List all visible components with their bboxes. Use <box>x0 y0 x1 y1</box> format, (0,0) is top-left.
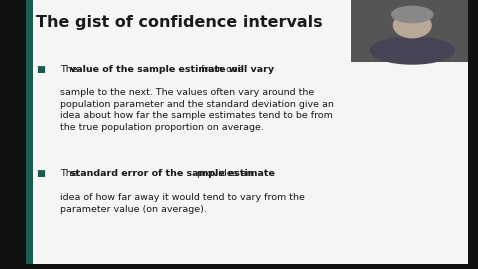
Bar <box>0 264 478 269</box>
Text: value of the sample estimate will vary: value of the sample estimate will vary <box>70 65 274 73</box>
Text: ■: ■ <box>36 169 45 178</box>
Ellipse shape <box>393 12 432 38</box>
Text: The: The <box>60 169 80 178</box>
Bar <box>26 0 33 269</box>
Ellipse shape <box>369 36 455 65</box>
Ellipse shape <box>391 6 434 23</box>
Text: ■: ■ <box>36 65 45 73</box>
Text: idea of how far away it would tend to vary from the
parameter value (on average): idea of how far away it would tend to va… <box>60 193 304 214</box>
Text: provides an: provides an <box>194 169 252 178</box>
Text: standard error of the sample estimate: standard error of the sample estimate <box>70 169 275 178</box>
Bar <box>0 0 26 269</box>
Text: The gist of confidence intervals: The gist of confidence intervals <box>36 15 323 30</box>
Bar <box>468 0 478 269</box>
Text: The: The <box>60 65 80 73</box>
Text: from one: from one <box>198 65 244 73</box>
Bar <box>351 0 473 62</box>
Text: sample to the next. The values often vary around the
population parameter and th: sample to the next. The values often var… <box>60 88 334 132</box>
